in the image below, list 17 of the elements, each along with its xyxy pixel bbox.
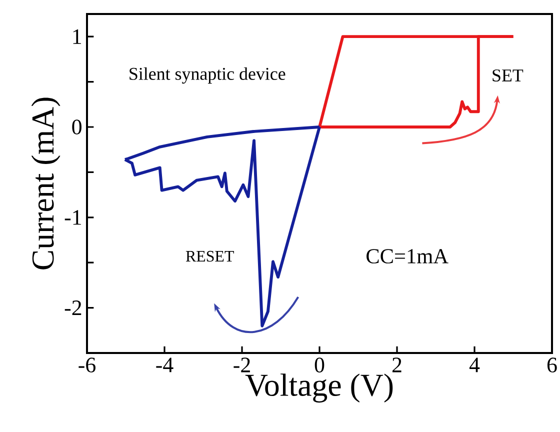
x-tick-label: -4 [156, 358, 174, 372]
x-axis-title: Voltage (V) [245, 374, 393, 403]
annotation: CC=1mA [366, 249, 448, 264]
x-tick-label: 4 [469, 358, 480, 372]
annotation: SET [492, 69, 524, 82]
y-tick-label: -1 [64, 210, 81, 225]
y-axis-title: Current (mA) [31, 98, 60, 270]
x-tick-label: 2 [392, 358, 402, 372]
annotation: RESET [186, 250, 234, 262]
y-tick-label: 0 [72, 120, 82, 134]
x-tick-label: -2 [234, 358, 250, 372]
y-tick-label: -2 [64, 300, 82, 316]
x-tick-label: 6 [547, 358, 557, 372]
x-tick-label: -6 [78, 358, 96, 372]
x-tick-label: 0 [314, 358, 324, 372]
annotation: Silent synaptic device [130, 67, 286, 84]
y-tick-label: 1 [73, 29, 81, 44]
